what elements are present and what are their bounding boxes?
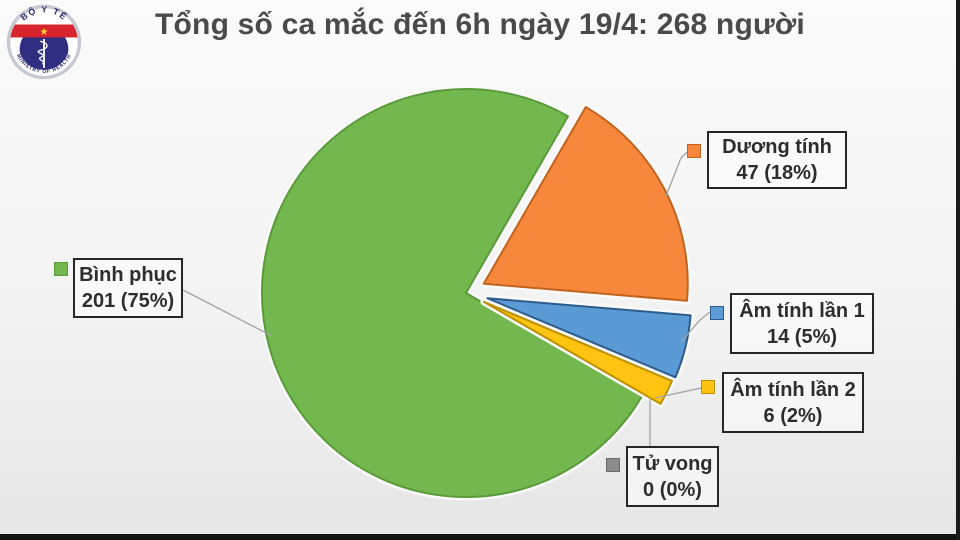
leader-line-am-tinh-lan-1 xyxy=(680,311,711,343)
legend-marker-tu-vong xyxy=(606,458,620,472)
pie-slice-am-tinh-lan-1[interactable] xyxy=(486,297,692,379)
right-black-edge xyxy=(956,0,960,540)
pie-slice-duong-tinh[interactable] xyxy=(482,106,689,302)
legend-value: 0 (0%) xyxy=(643,478,702,501)
legend-box-tu-vong[interactable]: Tử vong 0 (0%) xyxy=(626,446,719,507)
legend-marker-binh-phuc xyxy=(54,262,68,276)
legend-label: Dương tính xyxy=(722,136,832,158)
pie-slice-binh-phuc[interactable] xyxy=(261,88,644,498)
legend-label: Âm tính lần 1 xyxy=(739,299,865,322)
legend-label: Tử vong xyxy=(632,452,713,475)
legend-marker-duong-tinh xyxy=(687,144,701,158)
legend-value: 14 (5%) xyxy=(766,325,838,348)
bottom-black-edge xyxy=(0,534,960,540)
snake-icon xyxy=(37,40,48,65)
logo-red-band xyxy=(10,24,78,38)
legend-box-am-tinh-lan-1[interactable]: Âm tính lần 1 14 (5%) xyxy=(730,293,874,354)
legend-marker-am-tinh-lan-2 xyxy=(701,380,715,394)
page-title: Tổng số ca mắc đến 6h ngày 19/4: 268 ngư… xyxy=(155,8,805,41)
legend-box-binh-phuc[interactable]: Bình phục 201 (75%) xyxy=(73,258,183,318)
legend-value: 6 (2%) xyxy=(763,404,823,427)
legend-label: Bình phục xyxy=(79,264,177,286)
leader-line-binh-phuc xyxy=(182,289,273,337)
legend-label: Âm tính lần 2 xyxy=(730,378,856,401)
star-icon: ★ xyxy=(40,27,49,38)
legend-value: 47 (18%) xyxy=(736,162,818,184)
legend-marker-am-tinh-lan-1 xyxy=(710,306,724,320)
pie-slice-am-tinh-lan-2[interactable] xyxy=(482,300,673,405)
legend-box-am-tinh-lan-2[interactable]: Âm tính lần 2 6 (2%) xyxy=(722,372,864,433)
ministry-of-health-logo: ★ BỘ Y TẾ MINISTRY OF HEALTH xyxy=(6,4,82,80)
legend-box-duong-tinh[interactable]: Dương tính 47 (18%) xyxy=(707,131,847,189)
leader-line-am-tinh-lan-2 xyxy=(654,387,702,399)
leader-line-duong-tinh xyxy=(665,151,688,197)
legend-value: 201 (75%) xyxy=(81,290,175,312)
